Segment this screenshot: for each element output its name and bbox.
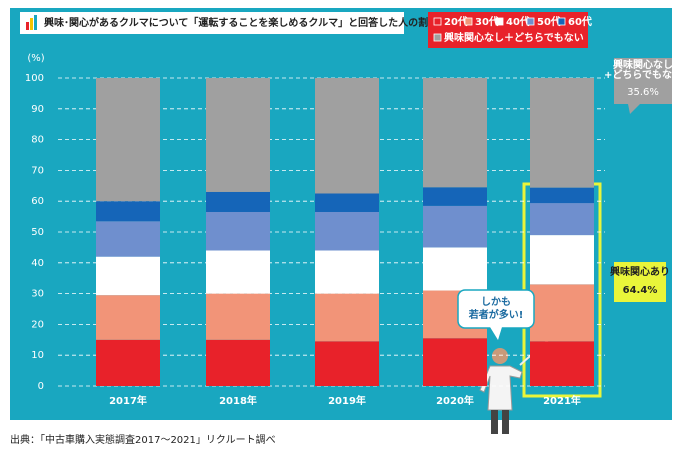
legend-label: 興味関心なし＋どちらでもない xyxy=(444,31,584,44)
bar-segment xyxy=(315,250,379,294)
callout-text: 興味関心なし xyxy=(613,58,673,71)
callout-pointer xyxy=(628,104,640,114)
source: 出典：「中古車購入実態調査2017～2021」リクルート調べ xyxy=(10,433,276,446)
legend-swatch xyxy=(433,33,442,42)
x-tick-label: 2018年 xyxy=(219,394,257,407)
bar-segment xyxy=(530,235,594,285)
leg xyxy=(491,410,498,434)
callout-text: +どちらでもない xyxy=(604,68,680,81)
icon xyxy=(34,15,37,30)
callout-box xyxy=(614,58,672,104)
bar-segment xyxy=(206,293,270,340)
legend-swatch xyxy=(433,17,442,26)
bar-segment xyxy=(423,338,487,386)
chart-title: 興味･関心があるクルマについて「運転することを楽しめるクルマ」と回答した人の割合… xyxy=(44,16,468,29)
bar-segment xyxy=(530,341,594,386)
y-tick-label: 60 xyxy=(31,196,44,207)
speech-tail xyxy=(490,327,502,340)
callout-text: 興味関心あり xyxy=(610,265,670,278)
legend-swatch xyxy=(526,17,535,26)
y-tick-label: 20 xyxy=(31,319,44,330)
callout-value: 35.6% xyxy=(627,87,659,98)
legend-label: 60代 xyxy=(568,15,592,28)
speech-bubble xyxy=(457,289,535,329)
y-tick-label: 50 xyxy=(31,227,44,238)
bar-segment xyxy=(96,78,160,202)
legend-swatch xyxy=(557,17,566,26)
legend-swatch xyxy=(464,17,473,26)
icon xyxy=(30,18,33,30)
bar-segment xyxy=(96,221,160,257)
bar-segment xyxy=(530,78,594,188)
head xyxy=(492,348,508,364)
bar-segment xyxy=(423,78,487,188)
y-tick-label: 0 xyxy=(38,381,44,392)
y-tick-label: 70 xyxy=(31,165,44,176)
y-axis-label: (%) xyxy=(27,53,44,64)
bar-segment xyxy=(206,211,270,251)
bar-segment xyxy=(206,339,270,386)
legend-label: 40代 xyxy=(506,15,530,28)
bar-segment xyxy=(315,341,379,386)
x-tick-label: 2021年 xyxy=(543,394,581,407)
y-tick-label: 80 xyxy=(31,135,44,146)
speech-text: しかも xyxy=(481,296,511,308)
legend-label: 50代 xyxy=(537,15,561,28)
bar-segment xyxy=(96,256,160,296)
bar-segment xyxy=(530,284,594,342)
x-tick-label: 2019年 xyxy=(328,394,366,407)
icon xyxy=(26,22,29,30)
y-tick-label: 30 xyxy=(31,289,44,300)
bar-segment xyxy=(423,247,487,291)
leg xyxy=(502,410,509,434)
bar-segment xyxy=(530,203,594,236)
y-tick-label: 90 xyxy=(31,104,44,115)
y-tick-label: 10 xyxy=(31,350,44,361)
callout-value: 64.4% xyxy=(623,285,658,296)
legend-label: 20代 xyxy=(444,15,468,28)
bar-segment xyxy=(315,211,379,251)
bar-segment xyxy=(315,78,379,194)
bar-segment xyxy=(206,250,270,294)
bar-segment xyxy=(96,339,160,386)
bar-segment xyxy=(423,187,487,206)
title-box xyxy=(20,12,404,34)
bar-segment xyxy=(206,78,270,192)
y-tick-label: 100 xyxy=(25,73,44,84)
legend-label: 30代 xyxy=(475,15,499,28)
x-tick-label: 2017年 xyxy=(109,394,147,407)
x-tick-label: 2020年 xyxy=(436,394,474,407)
bar-segment xyxy=(96,295,160,340)
bar-segment xyxy=(530,187,594,204)
coat xyxy=(479,365,523,411)
bar-segment xyxy=(96,201,160,222)
bar-segment xyxy=(315,293,379,342)
y-tick-label: 40 xyxy=(31,258,44,269)
speech-text: 若者が多い! xyxy=(468,308,524,321)
bar-segment xyxy=(206,191,270,212)
legend-swatch xyxy=(495,17,504,26)
bar-segment xyxy=(423,205,487,248)
bar-segment xyxy=(315,193,379,212)
callout-box xyxy=(614,262,666,302)
